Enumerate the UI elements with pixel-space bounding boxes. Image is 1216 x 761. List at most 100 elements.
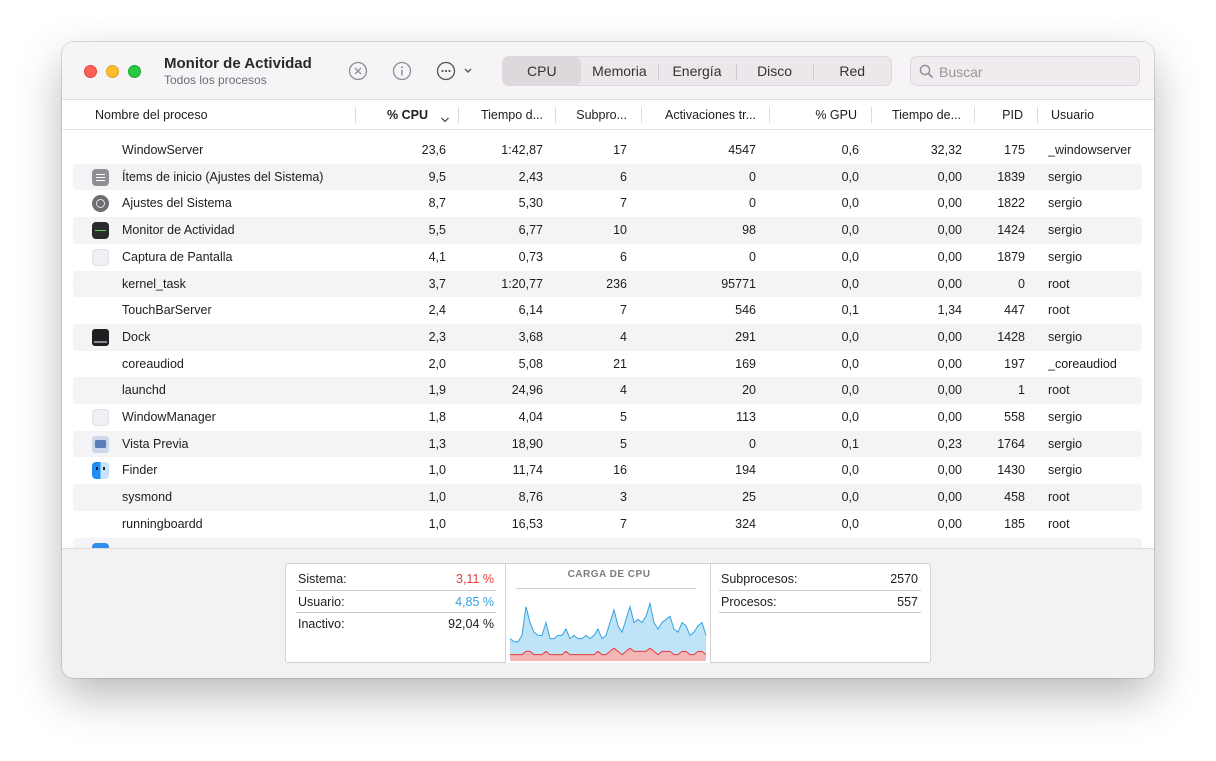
table-row[interactable]: launchd 1,9 24,96 4 20 0,0 0,00 1 root [62, 377, 1154, 404]
cell-pid: 1 [1018, 383, 1025, 398]
cell-gpu-time: 0,00 [937, 490, 962, 505]
cell-threads: 5 [620, 410, 627, 424]
cpu-load-graph: CARGA DE CPU [505, 564, 711, 663]
user-load-area [510, 603, 706, 661]
tab-memory[interactable]: Memoria [592, 63, 647, 79]
idle-value: 92,04 % [448, 617, 494, 631]
table-row[interactable]: runningboardd 1,0 16,53 7 324 0,0 0,00 185 root [62, 511, 1154, 538]
column-header-gpu[interactable]: % GPU [815, 108, 857, 122]
graph-title: CARGA DE CPU [567, 569, 651, 580]
cell-user: _windowserver [1048, 143, 1132, 157]
table-row[interactable]: Vista Previa 1,3 18,90 5 0 0,1 0,23 1764 sergio [62, 430, 1154, 458]
cell-pid: 185 [1004, 516, 1025, 531]
finder-icon [92, 462, 109, 480]
column-separator [355, 107, 356, 123]
cell-wakeups: 4547 [728, 143, 756, 157]
tab-network[interactable]: Red [813, 57, 891, 85]
tab-cpu[interactable]: CPU [503, 57, 581, 85]
table-row[interactable]: TouchBarServer 2,4 6,14 7 546 0,1 1,34 447 root [62, 297, 1154, 324]
zoom-window-button[interactable] [128, 65, 141, 78]
cell-cpu: 3,7 [428, 276, 446, 291]
process-name: sysmond [122, 490, 173, 505]
table-row[interactable]: Finder 1,0 11,74 16 194 0,0 0,00 1430 sergio [62, 457, 1154, 484]
column-separator [871, 107, 872, 123]
table-row[interactable] [62, 537, 1154, 548]
generic-app-icon [92, 248, 109, 266]
cell-cpu-time: 8,76 [518, 490, 543, 505]
column-header-wakeups[interactable]: Activaciones tr... [664, 108, 756, 122]
search-field[interactable] [910, 56, 1140, 86]
cell-threads: 6 [620, 169, 627, 184]
column-header-pid[interactable]: PID [1002, 108, 1023, 122]
table-row[interactable]: Ítems de inicio (Ajustes del Sistema) 9,5… [62, 163, 1154, 191]
window-subtitle[interactable]: Todos los procesos [164, 73, 267, 87]
cell-gpu-time: 0,23 [937, 436, 962, 451]
process-name: Captura de Pantalla [122, 249, 233, 264]
processes-value: 557 [897, 595, 918, 609]
cell-wakeups: 98 [742, 223, 756, 238]
system-load-line [510, 647, 707, 656]
table-row[interactable]: coreaudiod 2,0 5,08 21 169 0,0 0,00 197 _coreaud… [62, 351, 1154, 378]
column-separator [974, 107, 975, 123]
column-header-threads[interactable]: Subpro... [576, 108, 627, 122]
info-icon[interactable] [391, 60, 413, 82]
system-load-area [510, 648, 706, 661]
window-title: Monitor de Actividad [164, 55, 312, 72]
column-header-gpu-time[interactable]: Tiempo de... [891, 108, 961, 122]
cell-cpu-time: 6,77 [518, 223, 543, 238]
cell-cpu: 5,5 [428, 223, 446, 238]
cell-threads: 236 [606, 276, 627, 291]
table-header: Nombre del proceso % CPU Tiempo d... Sub… [62, 100, 1154, 130]
cell-gpu-time: 0,00 [937, 356, 962, 371]
process-name: launchd [122, 383, 166, 398]
threads-label: Subprocesos: [721, 572, 798, 586]
cell-cpu: 1,3 [428, 436, 446, 451]
column-header-cpu[interactable]: % CPU [387, 108, 428, 122]
process-name: WindowManager [122, 410, 216, 424]
minimize-window-button[interactable] [106, 65, 119, 78]
table-row[interactable]: WindowServer 23,6 1:42,87 17 4547 0,6 32,32 175… [62, 137, 1154, 164]
column-header-user[interactable]: Usuario [1051, 108, 1095, 122]
generic-app-icon [92, 409, 109, 426]
cell-cpu: 8,7 [428, 196, 446, 211]
cell-pid: 458 [1004, 490, 1025, 505]
cell-gpu: 0,0 [841, 516, 859, 531]
table-row[interactable]: Monitor de Actividad 5,5 6,77 10 98 0,0 0,00 14… [62, 217, 1154, 244]
column-header-name[interactable]: Nombre del proceso [95, 108, 208, 122]
cell-pid: 175 [1004, 143, 1025, 157]
more-options-icon[interactable] [436, 60, 476, 82]
cell-wakeups: 20 [742, 383, 756, 398]
table-row[interactable]: WindowManager 1,8 4,04 5 113 0,0 0,00 558 sergio [62, 404, 1154, 431]
table-row[interactable]: kernel_task 3,7 1:20,77 236 95771 0,0 0,00 0 roo… [62, 270, 1154, 298]
process-name: Monitor de Actividad [122, 223, 235, 238]
cell-gpu: 0,6 [841, 143, 859, 157]
cell-cpu: 23,6 [421, 143, 446, 157]
cell-cpu: 1,0 [428, 463, 446, 478]
cell-wakeups: 25 [742, 490, 756, 505]
close-window-button[interactable] [84, 65, 97, 78]
cell-gpu-time: 0,00 [937, 196, 962, 211]
table-row[interactable]: Captura de Pantalla 4,1 0,73 6 0 0,0 0,00 1879 s… [62, 244, 1154, 271]
cell-gpu: 0,0 [841, 410, 859, 424]
system-label: Sistema: [298, 572, 347, 586]
table-row[interactable]: Ajustes del Sistema 8,7 5,30 7 0 0,0 0,00 1822 s… [62, 190, 1154, 217]
column-separator [1037, 107, 1038, 123]
cell-cpu-time: 0,73 [518, 249, 543, 264]
column-separator [641, 107, 642, 123]
process-name: kernel_task [122, 276, 186, 291]
column-header-cpu-time[interactable]: Tiempo d... [480, 108, 543, 122]
search-input[interactable] [939, 61, 1134, 83]
table-row[interactable]: Dock 2,3 3,68 4 291 0,0 0,00 1428 sergio [62, 323, 1154, 351]
cell-gpu: 0,0 [841, 169, 859, 184]
cell-gpu-time: 0,00 [937, 169, 962, 184]
tab-disk[interactable]: Disco [735, 57, 814, 85]
cell-gpu-time: 0,00 [937, 276, 962, 291]
table-row[interactable]: sysmond 1,0 8,76 3 25 0,0 0,00 458 root [62, 484, 1154, 511]
stop-process-icon[interactable] [347, 60, 369, 82]
cell-pid: 1764 [997, 436, 1025, 451]
process-name: TouchBarServer [122, 303, 212, 318]
cell-cpu-time: 11,74 [512, 463, 543, 478]
cell-cpu: 9,5 [428, 169, 446, 184]
tab-energy[interactable]: Energía [658, 57, 736, 85]
dock-icon [92, 328, 109, 346]
